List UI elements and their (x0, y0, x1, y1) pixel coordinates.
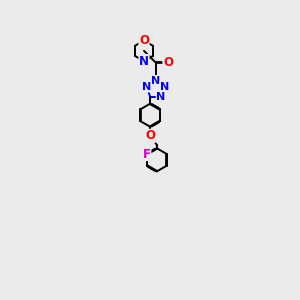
Text: F: F (143, 148, 151, 160)
Text: O: O (145, 129, 155, 142)
Text: N: N (142, 82, 152, 92)
Text: N: N (160, 82, 169, 92)
Text: O: O (139, 34, 149, 47)
Text: O: O (163, 56, 173, 69)
Text: N: N (156, 92, 166, 102)
Text: N: N (151, 76, 160, 85)
Text: N: N (139, 55, 149, 68)
